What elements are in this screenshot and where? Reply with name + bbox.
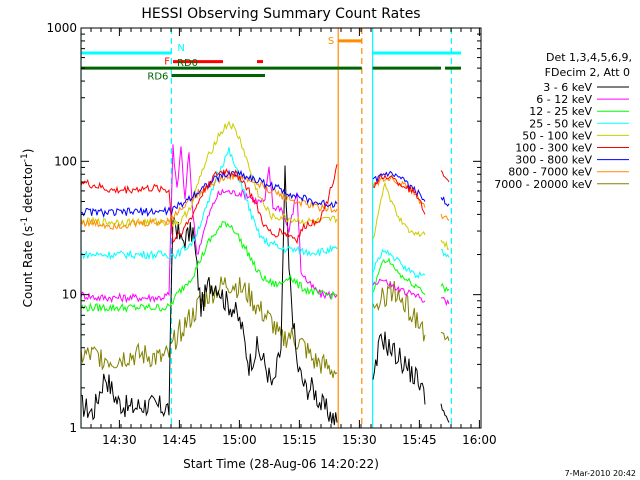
series-line — [81, 164, 338, 245]
footer-date: 7-Mar-2010 20:42 — [565, 469, 636, 478]
y-axis-label-end: ) — [21, 149, 35, 154]
legend-entry-label: 3 - 6 keV — [543, 81, 592, 94]
series-line — [81, 169, 338, 219]
series-line — [440, 170, 450, 183]
flag-label: N — [177, 43, 184, 54]
series-line — [81, 276, 338, 379]
series-line — [440, 213, 450, 221]
y-axis: 1 10 100 1000 — [46, 21, 481, 435]
chart-title: HESSI Observing Summary Count Rates — [141, 6, 420, 22]
y-tick-label: 100 — [54, 154, 77, 168]
x-axis: 14:30 14:45 15:00 15:15 15:30 15:45 16:00 — [80, 28, 497, 447]
y-axis-label: Count Rate (s-1 detector-1) — [20, 149, 35, 308]
y-axis-label-main: Count Rate (s — [21, 226, 35, 308]
y-tick-label: 1 — [69, 421, 77, 435]
series-line — [440, 239, 450, 251]
x-tick-label: 15:30 — [342, 433, 377, 447]
flag-bars — [81, 39, 461, 78]
legend-entry-label: 12 - 25 keV — [529, 105, 592, 118]
x-tick-label: 16:00 — [462, 433, 497, 447]
series-line — [81, 120, 338, 228]
flag-label: F — [164, 57, 170, 68]
legend-entry-label: 50 - 100 keV — [522, 129, 592, 142]
legend-entry-label: 25 - 50 keV — [529, 117, 592, 130]
legend-header-line-2: FDecim 2, Att 0 — [545, 66, 630, 79]
y-tick-label: 10 — [62, 288, 77, 302]
y-axis-label-mid: detector — [21, 162, 35, 217]
series-line — [372, 257, 426, 296]
x-tick-label: 15:15 — [282, 433, 317, 447]
flag-label: S — [328, 36, 334, 47]
legend-entry-label: 6 - 12 keV — [536, 93, 592, 106]
legend-entry-label: 100 - 300 keV — [515, 142, 592, 155]
flag-labels: NF RD0 RD6 S — [147, 36, 334, 83]
series-line — [81, 147, 338, 261]
series-line — [440, 297, 450, 307]
flag-label: RD6 — [147, 72, 168, 83]
series-line — [372, 248, 426, 279]
series-line — [440, 196, 450, 207]
series-layer — [81, 120, 450, 426]
legend-header-line-1: Det 1,3,4,5,6,9, — [546, 51, 632, 64]
x-tick-label: 15:00 — [222, 433, 257, 447]
vertical-marker-lines — [81, 28, 452, 428]
series-line — [440, 331, 450, 342]
series-line — [440, 248, 450, 258]
legend-entry-label: 7000 - 20000 keV — [494, 178, 592, 191]
series-line — [372, 278, 426, 303]
series-line — [81, 220, 337, 314]
x-axis-label: Start Time (28-Aug-06 14:20:22) — [183, 457, 379, 471]
x-tick-label: 15:45 — [402, 433, 437, 447]
y-axis-label-sup2: -1 — [20, 153, 30, 162]
y-axis-label-sup1: -1 — [20, 217, 30, 226]
flag-label: RD0 — [177, 58, 198, 69]
x-tick-label: 14:45 — [162, 433, 197, 447]
y-tick-label: 1000 — [46, 21, 77, 35]
series-line — [440, 282, 450, 294]
legend-entry-label: 300 - 800 keV — [515, 154, 592, 167]
legend-entry-label: 800 - 7000 keV — [508, 166, 592, 179]
plot-frame — [80, 27, 482, 429]
series-line — [372, 281, 426, 342]
series-line — [372, 331, 426, 405]
legend: Det 1,3,4,5,6,9, FDecim 2, Att 0 3 - 6 k… — [494, 51, 632, 191]
series-line — [372, 181, 426, 240]
x-tick-label: 14:30 — [102, 433, 137, 447]
series-line — [440, 403, 450, 423]
series-line — [81, 165, 338, 426]
series-line — [372, 173, 426, 215]
